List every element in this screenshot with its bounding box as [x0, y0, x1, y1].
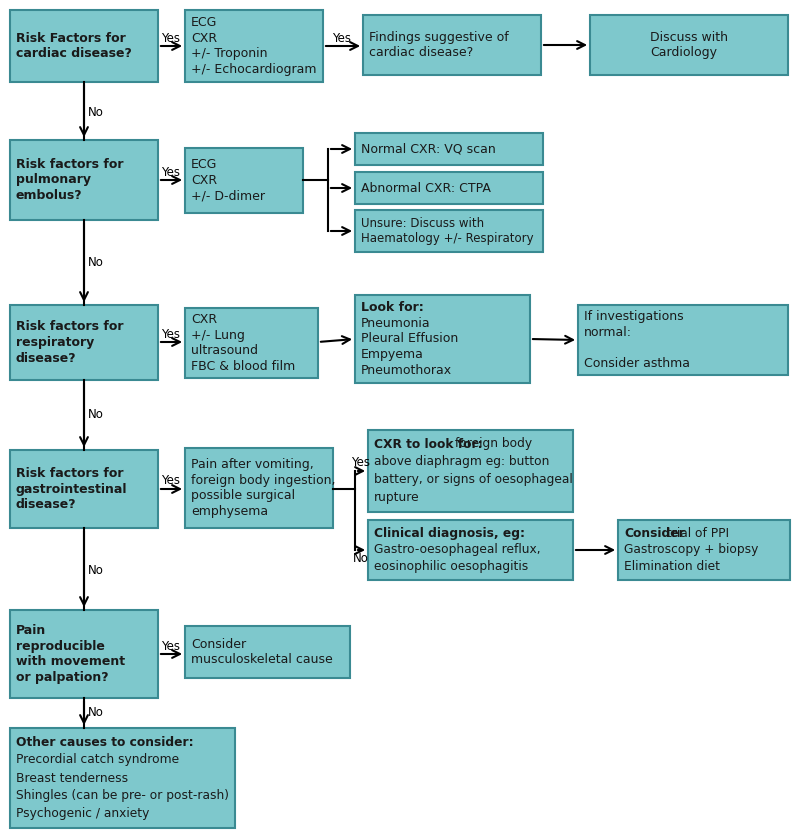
Text: Yes: Yes [162, 640, 181, 653]
FancyBboxPatch shape [578, 305, 788, 375]
FancyBboxPatch shape [368, 520, 573, 580]
FancyBboxPatch shape [10, 450, 158, 528]
Text: Shingles (can be pre- or post-rash): Shingles (can be pre- or post-rash) [16, 789, 229, 803]
Text: Consider: Consider [624, 527, 685, 540]
Text: Precordial catch syndrome: Precordial catch syndrome [16, 753, 179, 767]
FancyBboxPatch shape [10, 140, 158, 220]
Text: No: No [88, 706, 104, 720]
Text: Unsure: Discuss with
Haematology +/- Respiratory: Unsure: Discuss with Haematology +/- Res… [361, 217, 534, 245]
Text: If investigations
normal:

Consider asthma: If investigations normal: Consider asthm… [584, 310, 690, 370]
Text: Yes: Yes [333, 32, 351, 44]
FancyBboxPatch shape [355, 172, 543, 204]
Text: ECG
CXR
+/- D-dimer: ECG CXR +/- D-dimer [191, 159, 265, 202]
Text: Abnormal CXR: CTPA: Abnormal CXR: CTPA [361, 181, 491, 195]
Text: Pneumonia: Pneumonia [361, 317, 430, 330]
Text: ECG
CXR
+/- Troponin
+/- Echocardiogram: ECG CXR +/- Troponin +/- Echocardiogram [191, 16, 317, 76]
Text: Yes: Yes [162, 166, 181, 179]
Text: Other causes to consider:: Other causes to consider: [16, 736, 194, 748]
FancyBboxPatch shape [10, 10, 158, 82]
FancyBboxPatch shape [368, 430, 573, 512]
FancyBboxPatch shape [10, 305, 158, 380]
FancyBboxPatch shape [355, 210, 543, 252]
Text: Discuss with
Cardiology: Discuss with Cardiology [650, 31, 728, 59]
Text: Pain
reproducible
with movement
or palpation?: Pain reproducible with movement or palpa… [16, 624, 125, 684]
FancyBboxPatch shape [185, 10, 323, 82]
FancyBboxPatch shape [10, 728, 235, 828]
Text: foreign body: foreign body [451, 437, 533, 451]
Text: Gastro-oesophageal reflux,: Gastro-oesophageal reflux, [374, 543, 541, 557]
FancyBboxPatch shape [185, 148, 303, 213]
Text: trial of PPI: trial of PPI [662, 527, 729, 540]
Text: Clinical diagnosis, eg:: Clinical diagnosis, eg: [374, 527, 525, 540]
Text: No: No [88, 409, 104, 421]
Text: Empyema: Empyema [361, 348, 424, 361]
Text: battery, or signs of oesophageal: battery, or signs of oesophageal [374, 473, 573, 487]
FancyBboxPatch shape [185, 308, 318, 378]
Text: Risk Factors for
cardiac disease?: Risk Factors for cardiac disease? [16, 32, 132, 60]
Text: Breast tenderness: Breast tenderness [16, 772, 128, 784]
Text: Yes: Yes [162, 475, 181, 487]
Text: Gastroscopy + biopsy: Gastroscopy + biopsy [624, 543, 758, 557]
Text: CXR
+/- Lung
ultrasound
FBC & blood film: CXR +/- Lung ultrasound FBC & blood film [191, 314, 295, 373]
Text: Risk factors for
respiratory
disease?: Risk factors for respiratory disease? [16, 320, 123, 364]
Text: Pneumothorax: Pneumothorax [361, 364, 452, 377]
FancyBboxPatch shape [10, 610, 158, 698]
FancyBboxPatch shape [355, 133, 543, 165]
Text: Look for:: Look for: [361, 301, 424, 314]
FancyBboxPatch shape [185, 448, 333, 528]
Text: Pleural Effusion: Pleural Effusion [361, 333, 458, 345]
Text: No: No [88, 105, 104, 119]
Text: above diaphragm eg: button: above diaphragm eg: button [374, 456, 550, 468]
Text: Risk factors for
gastrointestinal
disease?: Risk factors for gastrointestinal diseas… [16, 467, 127, 511]
Text: Normal CXR: VQ scan: Normal CXR: VQ scan [361, 142, 496, 155]
FancyBboxPatch shape [590, 15, 788, 75]
Text: Consider
musculoskeletal cause: Consider musculoskeletal cause [191, 638, 333, 666]
Text: eosinophilic oesophagitis: eosinophilic oesophagitis [374, 560, 528, 573]
FancyBboxPatch shape [618, 520, 790, 580]
Text: No: No [353, 552, 369, 564]
Text: Findings suggestive of
cardiac disease?: Findings suggestive of cardiac disease? [369, 31, 509, 59]
Text: Yes: Yes [162, 32, 181, 44]
Text: No: No [88, 563, 104, 577]
Text: rupture: rupture [374, 492, 420, 504]
FancyBboxPatch shape [363, 15, 541, 75]
Text: Psychogenic / anxiety: Psychogenic / anxiety [16, 808, 150, 820]
Text: Elimination diet: Elimination diet [624, 560, 720, 573]
FancyBboxPatch shape [355, 295, 530, 383]
Text: CXR to look for:: CXR to look for: [374, 437, 482, 451]
Text: Yes: Yes [351, 456, 370, 468]
Text: Pain after vomiting,
foreign body ingestion,
possible surgical
emphysema: Pain after vomiting, foreign body ingest… [191, 458, 335, 517]
Text: Risk factors for
pulmonary
embolus?: Risk factors for pulmonary embolus? [16, 158, 123, 202]
Text: No: No [88, 256, 104, 268]
Text: Yes: Yes [162, 328, 181, 340]
FancyBboxPatch shape [185, 626, 350, 678]
